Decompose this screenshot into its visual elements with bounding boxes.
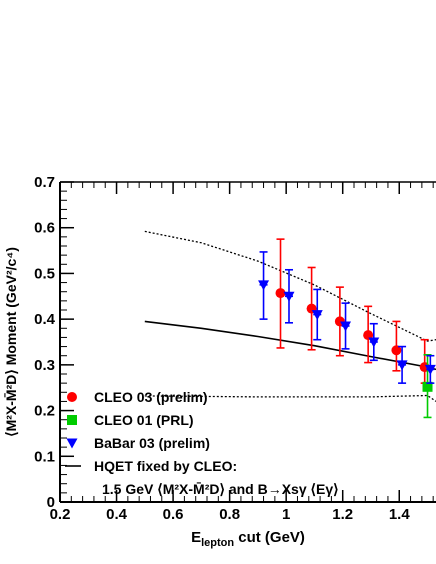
- x-tick-label: 0.6: [163, 506, 184, 523]
- y-tick-label: 0.7: [34, 174, 55, 191]
- x-tick-label: 0.4: [106, 506, 128, 523]
- data-point-square: [422, 381, 433, 392]
- data-point-triangle-down: [283, 291, 295, 302]
- hqet-upper-band-curve: [144, 230, 436, 342]
- y-tick-label: 0.1: [34, 448, 55, 465]
- x-tick-label: 0.2: [50, 506, 71, 523]
- data-point-triangle-down: [311, 310, 323, 321]
- legend-entry-label: BaBar 03 (prelim): [94, 435, 210, 451]
- data-point-triangle-down: [396, 360, 408, 371]
- legend-swatch-triangle-down: [66, 438, 78, 449]
- y-axis-label: ⟨M²X-M̄²D⟩ Moment (GeV²/c⁴): [2, 247, 19, 437]
- y-tick-label: 0.3: [34, 357, 55, 374]
- legend-continuation: 1.5 GeV ⟨M²X-M̄²D⟩ and B→Xsγ ⟨Eγ⟩: [102, 480, 339, 497]
- hqet-curve-layer: [144, 230, 436, 402]
- legend-swatch-square: [67, 415, 77, 425]
- legend: CLEO 03 (prelim) CLEO 01 (PRL) BaBar 03 (p…: [65, 389, 339, 497]
- y-tick-label: 0: [47, 494, 55, 511]
- axes-layer: 0.2 0.4 0.6 0.8 1 1.2 1.4 0 0.1 0.2 0.3 0.4 0.5 0.6 0.…: [34, 174, 436, 523]
- data-point-circle: [391, 345, 402, 356]
- data-point-triangle-down: [258, 280, 270, 291]
- y-tick-label: 0.5: [34, 265, 55, 282]
- hqet-lower-band-curve: [144, 394, 436, 402]
- x-axis-label: Elepton cut (GeV): [191, 529, 305, 549]
- hqet-central-curve: [144, 320, 436, 371]
- x-tick-label: 1.2: [332, 506, 353, 523]
- legend-entry-label: CLEO 01 (PRL): [94, 412, 194, 428]
- data-point-triangle-down: [424, 364, 436, 375]
- data-point-circle: [275, 288, 286, 299]
- y-tick-label: 0.6: [34, 220, 55, 237]
- y-tick-label: 0.4: [34, 311, 56, 328]
- y-tick-label: 0.2: [34, 403, 55, 420]
- data-points-layer: [258, 238, 436, 419]
- x-tick-label: 1.4: [389, 506, 411, 523]
- data-point-triangle-down: [368, 337, 380, 348]
- legend-entry-label: CLEO 03 (prelim): [94, 389, 208, 405]
- x-tick-label: 1: [282, 506, 290, 523]
- x-tick-label: 0.8: [219, 506, 240, 523]
- legend-swatch-circle: [67, 392, 77, 402]
- legend-entry-label: HQET fixed by CLEO:: [94, 458, 237, 474]
- axis-labels: Elepton cut (GeV) ⟨M²X-M̄²D⟩ Moment (GeV²…: [2, 247, 305, 549]
- data-point-triangle-down: [340, 321, 352, 332]
